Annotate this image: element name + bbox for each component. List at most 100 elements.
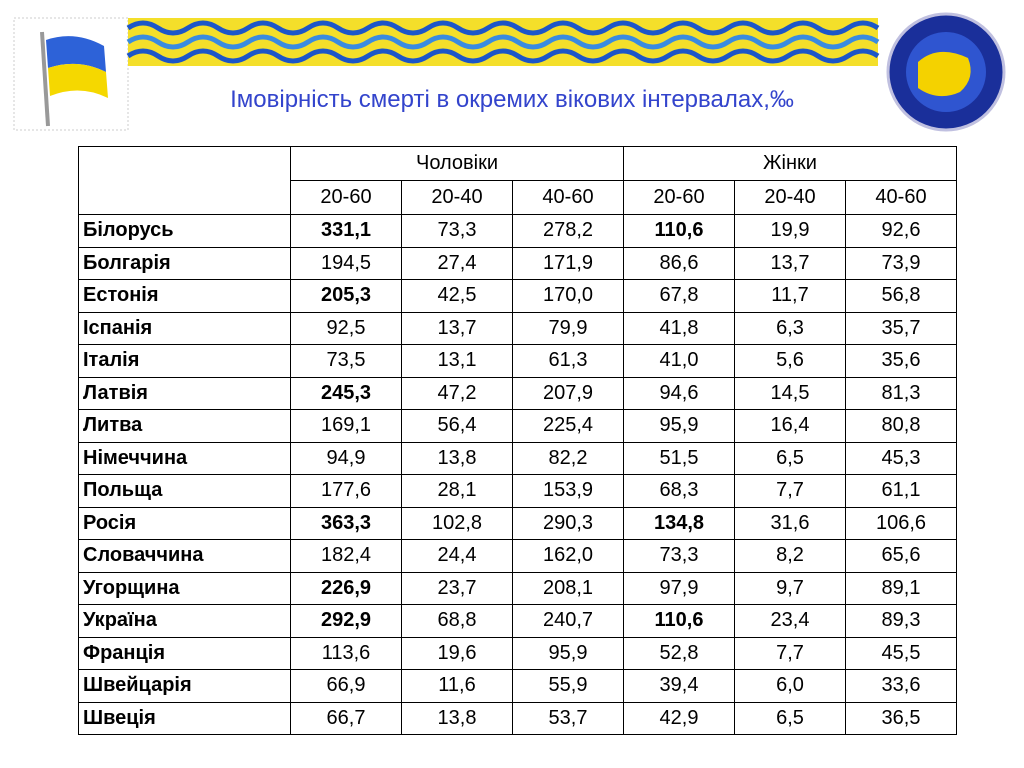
value-cell: 23,7 — [401, 571, 513, 605]
value-cell: 33,6 — [845, 669, 957, 703]
value-cell: 6,0 — [734, 669, 846, 703]
flag-pole — [40, 31, 50, 127]
value-cell: 177,6 — [290, 474, 402, 508]
logo-map — [918, 51, 971, 97]
value-cell: 6,3 — [734, 311, 846, 345]
value-cell: 170,0 — [512, 279, 624, 313]
value-cell: 51,5 — [623, 441, 735, 475]
data-row: Білорусь 331,1 73,3 278,2 110,6 19,9 92,6 — [78, 214, 957, 248]
wave — [126, 48, 880, 64]
value-cell: 86,6 — [623, 246, 735, 280]
value-cell: 73,9 — [845, 246, 957, 280]
value-cell: 331,1 — [290, 214, 402, 248]
value-cell: 56,4 — [401, 409, 513, 443]
data-row: Польща 177,6 28,1 153,9 68,3 7,7 61,1 — [78, 474, 957, 508]
value-cell: 106,6 — [845, 506, 957, 540]
subheader: 40-60 — [845, 180, 957, 215]
value-cell: 13,8 — [401, 441, 513, 475]
value-cell: 162,0 — [512, 539, 624, 573]
value-cell: 363,3 — [290, 506, 402, 540]
value-cell: 73,5 — [290, 344, 402, 378]
flag-blue — [46, 36, 106, 72]
subheader-row: 20-60 20-40 40-60 20-60 20-40 40-60 — [79, 180, 957, 215]
country-name: Білорусь — [78, 214, 291, 248]
value-cell: 205,3 — [290, 279, 402, 313]
value-cell: 95,9 — [512, 636, 624, 670]
value-cell: 169,1 — [290, 409, 402, 443]
data-row: Іспанія 92,5 13,7 79,9 41,8 6,3 35,7 — [78, 311, 957, 345]
title: Імовірність смерті в окремих вікових інт… — [230, 86, 794, 113]
value-cell: 35,6 — [845, 344, 957, 378]
value-cell: 13,7 — [401, 311, 513, 345]
country-name: Україна — [78, 604, 291, 638]
value-cell: 73,3 — [623, 539, 735, 573]
data-row: Естонія 205,3 42,5 170,0 67,8 11,7 56,8 — [78, 279, 957, 313]
value-cell: 79,9 — [512, 311, 624, 345]
value-cell: 68,3 — [623, 474, 735, 508]
wave — [126, 20, 880, 36]
wave — [126, 34, 880, 50]
header-decoration — [13, 12, 1006, 132]
value-cell: 292,9 — [290, 604, 402, 638]
subheader: 20-60 — [623, 180, 735, 215]
value-cell: 31,6 — [734, 506, 846, 540]
value-cell: 6,5 — [734, 701, 846, 735]
subheader: 20-40 — [401, 180, 513, 215]
flag-yellow — [48, 63, 108, 98]
value-cell: 56,8 — [845, 279, 957, 313]
data-row: Словаччина 182,4 24,4 162,0 73,3 8,2 65,6 — [78, 539, 957, 573]
country-name: Франція — [78, 636, 291, 670]
data-row: Болгарія 194,5 27,4 171,9 86,6 13,7 73,9 — [78, 246, 957, 280]
value-cell: 66,9 — [290, 669, 402, 703]
value-cell: 13,7 — [734, 246, 846, 280]
value-cell: 11,7 — [734, 279, 846, 313]
value-cell: 24,4 — [401, 539, 513, 573]
value-cell: 47,2 — [401, 376, 513, 410]
value-cell: 45,5 — [845, 636, 957, 670]
data-row: Франція 113,6 19,6 95,9 52,8 7,7 45,5 — [78, 636, 957, 670]
value-cell: 245,3 — [290, 376, 402, 410]
value-cell: 113,6 — [290, 636, 402, 670]
value-cell: 27,4 — [401, 246, 513, 280]
data-row: Швейцарія 66,9 11,6 55,9 39,4 6,0 33,6 — [78, 669, 957, 703]
value-cell: 7,7 — [734, 474, 846, 508]
value-cell: 68,8 — [401, 604, 513, 638]
value-cell: 82,2 — [512, 441, 624, 475]
value-cell: 42,9 — [623, 701, 735, 735]
value-cell: 207,9 — [512, 376, 624, 410]
value-cell: 61,3 — [512, 344, 624, 378]
value-cell: 208,1 — [512, 571, 624, 605]
country-name: Іспанія — [78, 311, 291, 345]
value-cell: 97,9 — [623, 571, 735, 605]
country-name: Болгарія — [78, 246, 291, 280]
country-name: Швеція — [78, 701, 291, 735]
value-cell: 80,8 — [845, 409, 957, 443]
data-row: Латвія 245,3 47,2 207,9 94,6 14,5 81,3 — [78, 376, 957, 410]
data-row: Німеччина 94,9 13,8 82,2 51,5 6,5 45,3 — [78, 441, 957, 475]
country-name: Естонія — [78, 279, 291, 313]
value-cell: 153,9 — [512, 474, 624, 508]
data-row: Швеція 66,7 13,8 53,7 42,9 6,5 36,5 — [78, 701, 957, 735]
data-row: Росія 363,3 102,8 290,3 134,8 31,6 106,6 — [78, 506, 957, 540]
data-row: Литва 169,1 56,4 225,4 95,9 16,4 80,8 — [78, 409, 957, 443]
value-cell: 9,7 — [734, 571, 846, 605]
value-cell: 92,6 — [845, 214, 957, 248]
value-cell: 23,4 — [734, 604, 846, 638]
country-name: Угорщина — [78, 571, 291, 605]
value-cell: 11,6 — [401, 669, 513, 703]
value-cell: 5,6 — [734, 344, 846, 378]
value-cell: 13,1 — [401, 344, 513, 378]
value-cell: 171,9 — [512, 246, 624, 280]
value-cell: 41,0 — [623, 344, 735, 378]
value-cell: 66,7 — [290, 701, 402, 735]
value-cell: 81,3 — [845, 376, 957, 410]
value-cell: 225,4 — [512, 409, 624, 443]
value-cell: 73,3 — [401, 214, 513, 248]
country-name: Латвія — [78, 376, 291, 410]
value-cell: 36,5 — [845, 701, 957, 735]
value-cell: 94,6 — [623, 376, 735, 410]
data-row: Україна 292,9 68,8 240,7 110,6 23,4 89,3 — [78, 604, 957, 638]
data-row: Італія 73,5 13,1 61,3 41,0 5,6 35,6 — [78, 344, 957, 378]
country-name: Італія — [78, 344, 291, 378]
value-cell: 226,9 — [290, 571, 402, 605]
